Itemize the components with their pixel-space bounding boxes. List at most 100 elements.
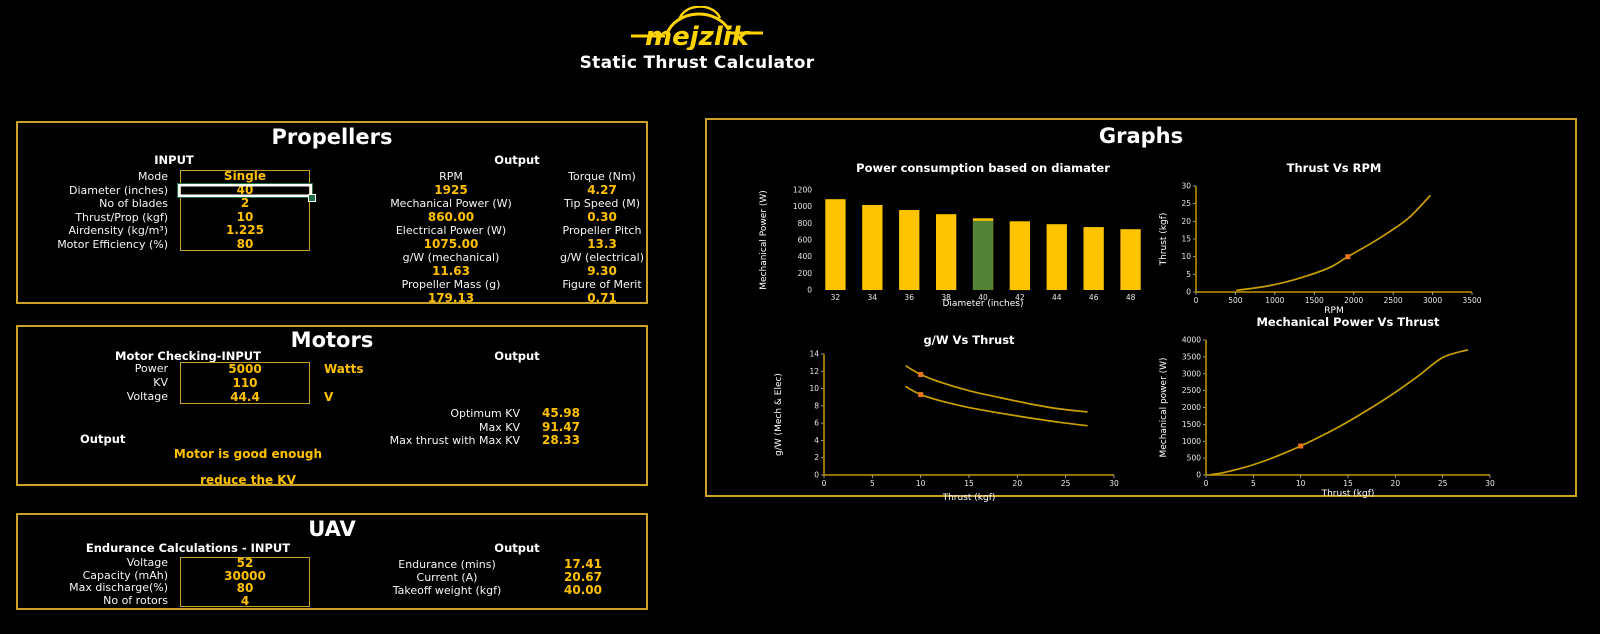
output-value: 9.30 — [587, 263, 617, 278]
svg-text:g/W Vs Thrust: g/W Vs Thrust — [923, 333, 1015, 347]
svg-text:Thrust Vs RPM: Thrust Vs RPM — [1287, 161, 1382, 175]
airdensity-label: Airdensity (kg/m³) — [68, 224, 168, 237]
svg-text:46: 46 — [1089, 293, 1099, 302]
svg-text:0: 0 — [1194, 296, 1199, 305]
propellers-title: Propellers — [271, 125, 393, 149]
svg-text:15: 15 — [964, 479, 974, 488]
voltage-cell[interactable]: 44.4 — [230, 390, 260, 404]
output-value: 11.63 — [432, 263, 470, 278]
output-value: 17.41 — [564, 557, 602, 571]
svg-text:200: 200 — [798, 269, 813, 278]
output-label: Max KV — [479, 420, 520, 434]
chart-gw-vs-thrust: g/W Vs Thrust 0 2 4 6 8 10 12 14 0 5 10 15 20 25 30 Thru… — [772, 332, 1132, 503]
propellers-output-header: Output — [494, 153, 540, 167]
airdensity-cell[interactable]: 1.225 — [226, 223, 264, 237]
svg-text:600: 600 — [798, 236, 813, 245]
uav-title: UAV — [308, 517, 356, 541]
svg-text:4000: 4000 — [1182, 336, 1201, 345]
svg-text:Power consumption based on dia: Power consumption based on diamater — [856, 161, 1110, 175]
graphs-panel: Graphs Power consumption based on diamat… — [705, 118, 1577, 503]
svg-text:32: 32 — [831, 293, 841, 302]
output-label: Tip Speed (M) — [564, 197, 640, 210]
svg-text:20: 20 — [1013, 479, 1023, 488]
svg-text:38: 38 — [941, 293, 951, 302]
kv-cell[interactable]: 110 — [232, 376, 258, 390]
output-value: 0.71 — [587, 290, 617, 305]
app-header: mejzlik Static Thrust Calculator — [0, 6, 1394, 73]
output-value: 20.67 — [564, 570, 602, 584]
svg-text:1000: 1000 — [793, 202, 812, 211]
power-unit: Watts — [324, 362, 364, 376]
svg-text:800: 800 — [798, 219, 813, 228]
uav-output-table: Endurance (mins) 17.41 Current (A) 20.67… — [348, 557, 676, 598]
svg-text:Mechanical Power (W): Mechanical Power (W) — [759, 190, 769, 290]
voltage-label: Voltage — [126, 390, 168, 403]
svg-text:4: 4 — [814, 436, 819, 445]
motor-advice-message: reduce the KV — [200, 473, 296, 487]
svg-text:2500: 2500 — [1182, 386, 1201, 395]
thrust-prop-cell[interactable]: 10 — [236, 209, 254, 224]
svg-text:10: 10 — [1181, 252, 1191, 261]
max-discharge-cell[interactable]: 80 — [236, 581, 254, 595]
svg-text:Mechanical Power Vs Thrust: Mechanical Power Vs Thrust — [1256, 315, 1440, 329]
motors-output-header: Output — [494, 349, 540, 363]
output-label: Max thrust with Max KV — [389, 434, 520, 447]
svg-text:10: 10 — [916, 479, 926, 488]
svg-text:0: 0 — [1196, 471, 1201, 480]
propellers-input-header: INPUT — [154, 153, 194, 167]
svg-text:0: 0 — [822, 479, 827, 488]
diameter-cell[interactable]: 40 — [177, 182, 316, 202]
output-label: g/W (electrical) — [559, 251, 645, 264]
output-label: Propeller Mass (g) — [401, 278, 501, 291]
output-value: 179.13 — [427, 290, 475, 305]
uav-input-header: Endurance Calculations - INPUT — [85, 541, 291, 555]
svg-text:5: 5 — [870, 479, 875, 488]
svg-text:Mechanical power (W): Mechanical power (W) — [1159, 357, 1169, 457]
output-label: Torque (Nm) — [568, 170, 636, 183]
svg-text:1500: 1500 — [1305, 296, 1324, 305]
svg-text:5: 5 — [1251, 479, 1256, 488]
svg-text:Thrust (kgf): Thrust (kgf) — [942, 493, 996, 502]
propellers-panel: Propellers INPUT Output Mode Single Diam… — [16, 121, 648, 304]
page-title: Static Thrust Calculator — [579, 53, 815, 73]
logo-text: mejzlik — [645, 22, 751, 50]
motor-status-message: Motor is good enough — [173, 447, 323, 461]
svg-text:42: 42 — [1015, 293, 1025, 302]
power-cell[interactable]: 5000 — [228, 362, 262, 376]
efficiency-cell[interactable]: 80 — [236, 236, 254, 251]
mode-cell[interactable]: Single — [180, 169, 310, 184]
output-label: Current (A) — [416, 571, 478, 584]
capacity-cell[interactable]: 30000 — [224, 568, 266, 583]
output-value: 40.00 — [564, 583, 602, 597]
chart-thrust-vs-rpm: Thrust Vs RPM 0 5 10 15 20 25 30 0 500 1000 1500 200… — [1157, 160, 1487, 316]
chart-power-vs-diameter: Power consumption based on diamater 0 200 4… — [757, 160, 1157, 309]
output-label: Optimum KV — [450, 407, 520, 420]
efficiency-label: Motor Efficiency (%) — [57, 237, 168, 251]
blades-cell[interactable]: 2 — [240, 196, 250, 210]
svg-text:25: 25 — [1438, 479, 1448, 488]
propellers-input-table: Mode Single Diameter (inches) 40 No of b… — [18, 169, 316, 251]
svg-text:Diameter (inches): Diameter (inches) — [943, 299, 1024, 308]
power-label: Power — [134, 362, 168, 375]
svg-text:36: 36 — [904, 293, 914, 302]
diameter-label: Diameter (inches) — [69, 183, 168, 197]
svg-text:15: 15 — [1181, 235, 1191, 244]
output-label: g/W (mechanical) — [402, 251, 500, 264]
output-value: 860.00 — [427, 209, 475, 224]
svg-text:400: 400 — [798, 252, 813, 261]
svg-text:3500: 3500 — [1182, 352, 1201, 361]
svg-text:6: 6 — [814, 419, 819, 428]
propellers-output-table: RPM Torque (Nm) 1925 4.27 Mechanical Pow… — [366, 170, 668, 305]
svg-text:48: 48 — [1126, 293, 1136, 302]
svg-text:0: 0 — [1204, 479, 1209, 488]
rotors-cell[interactable]: 4 — [240, 593, 250, 608]
capacity-label: Capacity (mAh) — [82, 568, 168, 582]
svg-text:8: 8 — [814, 401, 819, 410]
svg-text:3000: 3000 — [1423, 296, 1442, 305]
uav-voltage-cell[interactable]: 52 — [236, 556, 254, 570]
output-label: Takeoff weight (kgf) — [392, 584, 502, 597]
svg-text:10: 10 — [1296, 479, 1306, 488]
motors-panel: Motors Motor Checking-INPUT Output Power… — [16, 325, 648, 487]
svg-text:g/W (Mech & Elec): g/W (Mech & Elec) — [774, 373, 784, 456]
svg-text:14: 14 — [809, 350, 819, 359]
